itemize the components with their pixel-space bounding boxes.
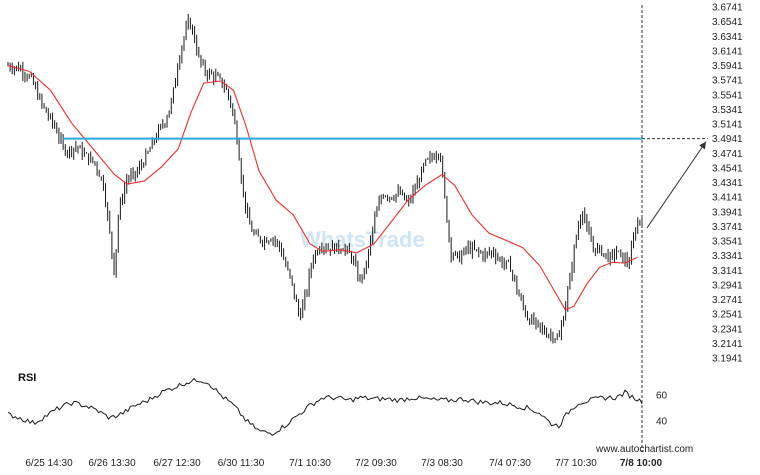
rsi-tick-label: 60 (656, 391, 668, 402)
price-axis: 3.6741 3.6541 3.6341 3.6141 3.5941 3.5741 3.55… (712, 3, 743, 365)
price-tick-label: 3.2541 (712, 310, 743, 321)
forecast-arrow (646, 141, 707, 229)
rsi-line (7, 377, 643, 437)
time-tick-label: 7/2 09:30 (355, 458, 397, 469)
rsi-tick-label: 40 (656, 416, 668, 427)
time-tick-label: 7/8 10:00 (620, 458, 663, 469)
price-tick-label: 3.6741 (712, 3, 743, 14)
watermark-logo-text: WhatsTrade (300, 227, 425, 252)
watermark-logo: WhatsTrade (300, 227, 425, 252)
price-tick-label: 3.3341 (712, 251, 743, 262)
time-tick-label: 6/30 11:30 (218, 458, 265, 469)
price-tick-label: 3.1941 (712, 354, 743, 365)
price-tick-label: 3.5541 (712, 90, 743, 101)
price-tick-label: 3.4541 (712, 163, 743, 174)
time-tick-label: 7/1 10:30 (289, 458, 331, 469)
price-tick-label: 3.6341 (712, 32, 743, 43)
price-tick-label: 3.2141 (712, 339, 743, 350)
price-tick-label: 3.3541 (712, 237, 743, 248)
price-tick-label: 3.3741 (712, 222, 743, 233)
price-tick-label: 3.2341 (712, 324, 743, 335)
price-tick-label: 3.3141 (712, 266, 743, 277)
price-tick-label: 3.5341 (712, 105, 743, 116)
price-tick-label: 3.2941 (712, 280, 743, 291)
price-tick-label: 3.3941 (712, 207, 743, 218)
price-tick-label: 3.5941 (712, 61, 743, 72)
time-tick-label: 7/3 08:30 (421, 458, 463, 469)
time-tick-label: 7/4 07:30 (489, 458, 531, 469)
rsi-axis: 60 40 (656, 391, 668, 428)
price-tick-label: 3.4941 (712, 134, 743, 145)
price-bars (7, 13, 643, 344)
moving-average-line (7, 65, 638, 311)
price-tick-label: 3.4141 (712, 193, 743, 204)
price-tick-label: 3.6541 (712, 17, 743, 28)
site-label: www.autochartist.com (595, 444, 693, 455)
price-tick-label: 3.5141 (712, 120, 743, 131)
price-tick-label: 3.2741 (712, 295, 743, 306)
price-tick-label: 3.4741 (712, 149, 743, 160)
time-tick-label: 6/27 12:30 (153, 458, 201, 469)
price-tick-label: 3.5741 (712, 76, 743, 87)
time-tick-label: 7/7 10:30 (555, 458, 597, 469)
time-tick-label: 6/25 14:30 (25, 458, 73, 469)
price-tick-label: 3.6141 (712, 46, 743, 57)
time-tick-label: 6/26 13:30 (88, 458, 136, 469)
price-tick-label: 3.4341 (712, 178, 743, 189)
rsi-title: RSI (18, 372, 36, 384)
time-axis: 6/25 14:30 6/26 13:30 6/27 12:30 6/30 11:30… (25, 458, 662, 469)
